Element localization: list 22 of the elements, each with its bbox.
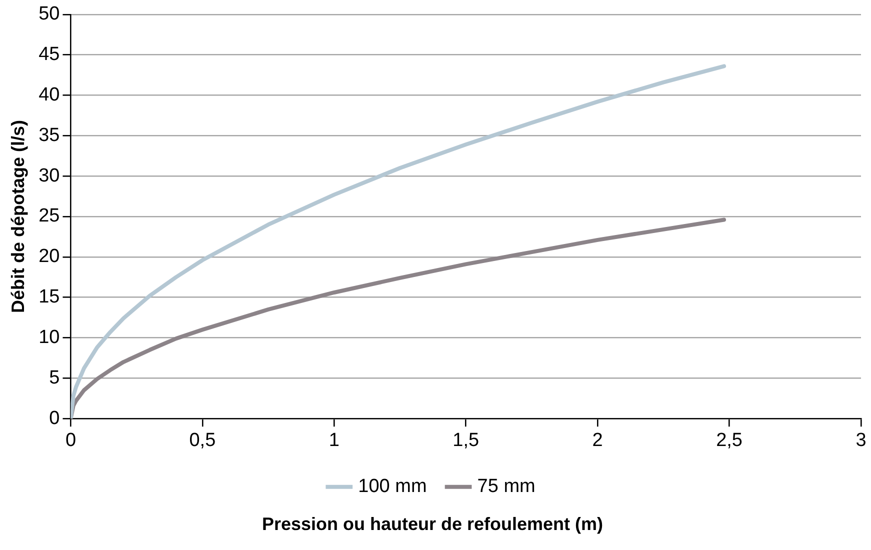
x-tick-label: 1,5 — [452, 430, 480, 452]
y-tick-label: 10 — [38, 326, 60, 348]
y-tick-label: 30 — [38, 165, 60, 186]
x-tick-label: 2 — [592, 430, 603, 452]
x-tick-label: 2,5 — [716, 430, 742, 452]
y-tick-label: 20 — [38, 246, 60, 268]
legend-label: 100 mm — [358, 476, 427, 498]
y-tick-label: 50 — [38, 4, 60, 25]
y-tick-label: 45 — [38, 44, 60, 66]
y-axis-title: Débit de dépotage (l/s) — [8, 120, 28, 314]
y-tick-label: 0 — [49, 408, 60, 429]
x-tick-label: 0 — [65, 430, 76, 452]
y-tick-label: 35 — [38, 124, 60, 146]
x-tick-label: 0,5 — [189, 430, 216, 452]
y-tick-label: 5 — [49, 367, 60, 388]
y-tick-label: 15 — [38, 286, 60, 308]
x-tick-label: 3 — [856, 430, 866, 452]
legend-label: 75 mm — [477, 476, 536, 498]
x-axis-title: Pression ou hauteur de refoulement (m) — [262, 514, 604, 534]
y-tick-label: 25 — [38, 206, 60, 227]
y-tick-label: 40 — [38, 84, 60, 106]
x-tick-label: 1 — [328, 430, 340, 452]
